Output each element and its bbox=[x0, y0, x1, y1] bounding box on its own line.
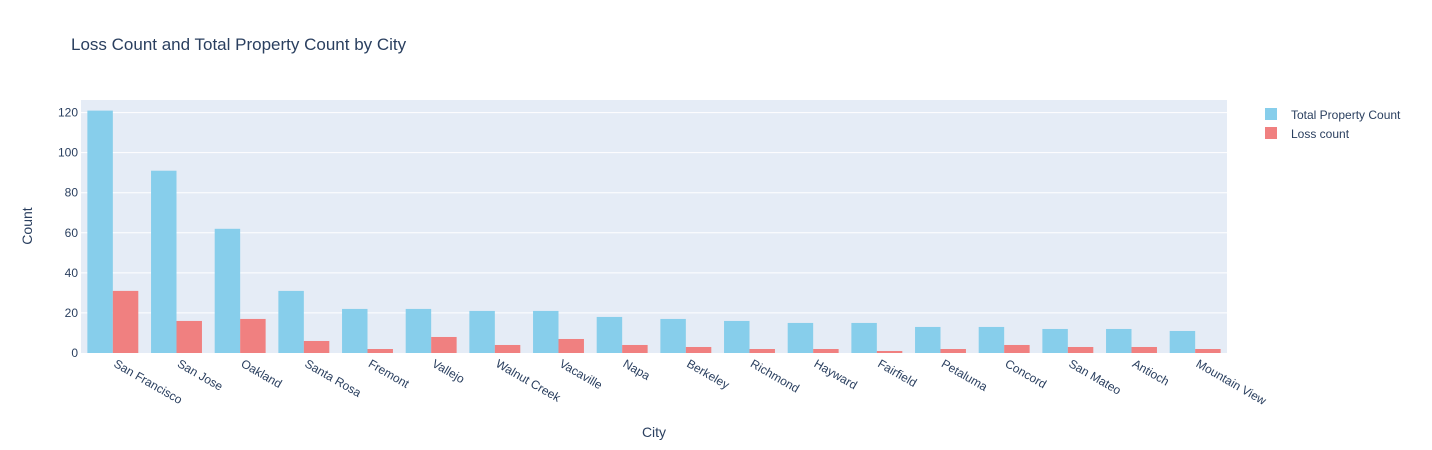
bar-total-property-count-napa[interactable] bbox=[596, 316, 623, 353]
y-tick-label: 40 bbox=[65, 266, 79, 280]
bar-total-property-count-richmond[interactable] bbox=[724, 320, 750, 353]
bar-total-property-count-san-mateo[interactable] bbox=[1042, 328, 1068, 353]
bar-total-property-count-santa-rosa[interactable] bbox=[278, 290, 304, 353]
bar-loss-count-fairfield[interactable] bbox=[876, 350, 903, 353]
y-tick-label: 0 bbox=[71, 346, 78, 360]
bar-loss-count-san-mateo[interactable] bbox=[1067, 346, 1094, 353]
y-tick-label: 120 bbox=[58, 106, 78, 120]
x-tick-label-berkeley: Berkeley bbox=[684, 356, 731, 391]
y-tick-label: 100 bbox=[58, 146, 78, 160]
bar-loss-count-santa-rosa[interactable] bbox=[303, 340, 330, 353]
x-tick-label-napa: Napa bbox=[621, 356, 653, 383]
bar-loss-count-richmond[interactable] bbox=[749, 348, 775, 353]
bar-total-property-count-oakland[interactable] bbox=[214, 228, 241, 353]
x-tick-label-hayward: Hayward bbox=[812, 356, 860, 392]
x-tick-label-san-jose: San Jose bbox=[175, 356, 226, 393]
plot-background bbox=[81, 100, 1227, 353]
bar-loss-count-hayward[interactable] bbox=[813, 348, 839, 353]
bar-total-property-count-hayward[interactable] bbox=[787, 322, 814, 353]
x-tick-label-san-mateo: San Mateo bbox=[1066, 356, 1124, 397]
x-tick-label-mountain-view: Mountain View bbox=[1194, 356, 1269, 408]
x-tick-label-fairfield: Fairfield bbox=[875, 356, 919, 389]
y-tick-label: 20 bbox=[65, 306, 79, 320]
bars bbox=[87, 110, 1221, 353]
bar-total-property-count-antioch[interactable] bbox=[1106, 328, 1132, 353]
x-tick-label-oakland: Oakland bbox=[239, 356, 285, 390]
y-tick-label: 60 bbox=[65, 226, 79, 240]
y-tick-label: 80 bbox=[65, 186, 79, 200]
x-tick-label-richmond: Richmond bbox=[748, 356, 802, 395]
bar-loss-count-vallejo[interactable] bbox=[431, 336, 457, 353]
bar-loss-count-petaluma[interactable] bbox=[940, 348, 966, 353]
x-tick-label-vallejo: Vallejo bbox=[430, 356, 468, 386]
bar-loss-count-napa[interactable] bbox=[622, 344, 648, 353]
x-tick-label-fremont: Fremont bbox=[366, 356, 412, 391]
y-axis-title: Count bbox=[19, 207, 35, 244]
bar-total-property-count-san-jose[interactable] bbox=[151, 170, 177, 353]
x-tick-label-san-francisco: San Francisco bbox=[111, 356, 185, 407]
bar-loss-count-vacaville[interactable] bbox=[558, 338, 584, 353]
bar-loss-count-san-francisco[interactable] bbox=[112, 290, 139, 353]
bar-total-property-count-concord[interactable] bbox=[978, 326, 1005, 353]
bar-total-property-count-fremont[interactable] bbox=[342, 308, 368, 353]
bar-total-property-count-vallejo[interactable] bbox=[405, 308, 432, 353]
legend: Total Property Count Loss count bbox=[1265, 108, 1401, 141]
x-tick-label-antioch: Antioch bbox=[1130, 356, 1172, 388]
bar-loss-count-antioch[interactable] bbox=[1131, 346, 1157, 353]
gridlines bbox=[81, 112, 1227, 314]
x-tick-label-vacaville: Vacaville bbox=[557, 356, 605, 392]
bar-total-property-count-vacaville[interactable] bbox=[533, 310, 559, 353]
bar-loss-count-san-jose[interactable] bbox=[176, 320, 202, 353]
legend-label-loss-count: Loss count bbox=[1291, 127, 1350, 141]
bar-total-property-count-berkeley[interactable] bbox=[660, 318, 686, 353]
legend-item-total-property-count[interactable]: Total Property Count bbox=[1265, 108, 1401, 122]
bar-total-property-count-petaluma[interactable] bbox=[915, 326, 941, 353]
bar-total-property-count-walnut-creek[interactable] bbox=[469, 310, 495, 353]
bar-loss-count-mountain-view[interactable] bbox=[1195, 348, 1221, 353]
bar-loss-count-berkeley[interactable] bbox=[685, 346, 712, 353]
x-tick-label-walnut-creek: Walnut Creek bbox=[493, 356, 563, 405]
bar-total-property-count-fairfield[interactable] bbox=[851, 322, 877, 353]
y-axis-ticks: 0 20 40 60 80 100 120 bbox=[58, 106, 78, 360]
bar-total-property-count-mountain-view[interactable] bbox=[1169, 330, 1196, 353]
bar-loss-count-fremont[interactable] bbox=[367, 348, 393, 353]
bar-loss-count-walnut-creek[interactable] bbox=[494, 344, 521, 353]
bar-loss-count-oakland[interactable] bbox=[240, 318, 266, 353]
bar-loss-count-concord[interactable] bbox=[1004, 344, 1030, 353]
x-axis-title: City bbox=[642, 424, 666, 440]
x-tick-label-concord: Concord bbox=[1003, 356, 1049, 391]
bar-total-property-count-san-francisco[interactable] bbox=[87, 110, 113, 353]
chart-title: Loss Count and Total Property Count by C… bbox=[71, 35, 407, 54]
legend-item-loss-count[interactable]: Loss count bbox=[1265, 127, 1350, 141]
legend-swatch-loss-count bbox=[1265, 127, 1277, 139]
x-tick-label-petaluma: Petaluma bbox=[939, 356, 990, 394]
legend-swatch-total-property-count bbox=[1265, 108, 1277, 120]
legend-label-total-property-count: Total Property Count bbox=[1291, 108, 1401, 122]
x-tick-label-santa-rosa: Santa Rosa bbox=[302, 356, 364, 400]
